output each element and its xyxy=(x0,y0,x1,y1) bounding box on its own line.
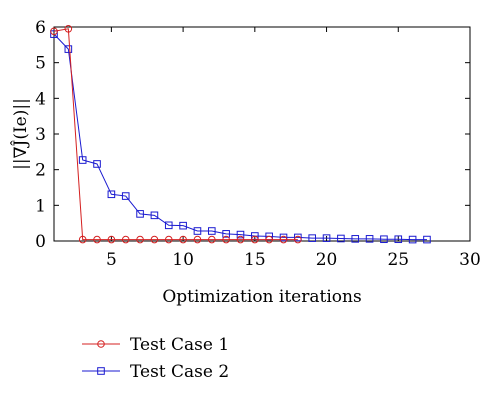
y-tick-label: 3 xyxy=(35,125,46,145)
y-axis-title: ||∇Ĵ(Ie)|| xyxy=(11,98,31,170)
series-2-point xyxy=(64,45,73,53)
series-2-point xyxy=(93,160,101,168)
series-layer xyxy=(50,24,431,244)
series-1-point xyxy=(251,235,259,244)
y-tick-label: 5 xyxy=(35,54,46,74)
series-1-point xyxy=(64,24,73,33)
series-2-point xyxy=(107,190,116,199)
legend-marker xyxy=(97,367,105,375)
x-tick-label: 30 xyxy=(459,250,481,270)
series-1-point xyxy=(279,235,288,244)
x-tick-label: 25 xyxy=(387,250,409,270)
x-tick-label: 15 xyxy=(244,250,266,270)
series-1-point xyxy=(107,235,116,244)
y-tick-label: 1 xyxy=(35,196,46,216)
series-2 xyxy=(50,30,431,244)
series-2-point xyxy=(365,235,374,243)
series-2-point xyxy=(164,221,173,230)
x-tick-label: 5 xyxy=(106,250,117,270)
series-2-point xyxy=(207,227,216,235)
legend-entry-1: Test Case 1 xyxy=(82,335,229,355)
series-2-point xyxy=(351,235,360,243)
series-2-point xyxy=(408,235,417,244)
series-1-point xyxy=(207,235,216,244)
y-tick-label: 2 xyxy=(35,161,46,181)
series-1-point xyxy=(294,235,302,244)
series-2-point xyxy=(279,233,288,242)
series-1-point xyxy=(179,235,187,244)
x-axis-title: Optimization iterations xyxy=(162,287,361,307)
series-1-point xyxy=(193,235,202,244)
series-2-point xyxy=(121,192,130,200)
series-1-point xyxy=(136,235,144,244)
series-2-point xyxy=(423,235,431,244)
series-2-point xyxy=(179,221,187,230)
series-2-point xyxy=(136,210,144,218)
x-tick-label: 20 xyxy=(316,250,338,270)
series-1-point xyxy=(164,235,173,244)
series-2-point xyxy=(193,227,202,235)
plot-frame xyxy=(53,26,471,242)
series-1-point xyxy=(78,235,87,244)
legend: Test Case 1 Test Case 2 xyxy=(82,335,229,382)
series-2-point xyxy=(78,156,87,164)
x-tick-label: 10 xyxy=(172,250,194,270)
series-2-point xyxy=(337,234,345,243)
series-2-point xyxy=(308,234,317,242)
series-2-point xyxy=(294,233,302,242)
series-1-point xyxy=(50,27,58,36)
axis-ticks: 0 1 2 3 4 5 6 5 10 15 20 25 30 xyxy=(35,18,481,270)
series-1-point xyxy=(236,235,245,244)
series-1-point xyxy=(222,235,230,244)
series-2-point xyxy=(380,235,388,244)
series-2-line xyxy=(53,33,427,241)
y-tick-label: 6 xyxy=(35,18,46,38)
series-1-point xyxy=(265,235,273,244)
y-tick-label: 4 xyxy=(35,89,46,109)
series-2-point xyxy=(222,230,230,238)
series-1-point xyxy=(93,235,101,244)
legend-label: Test Case 1 xyxy=(130,335,229,355)
legend-marker xyxy=(97,340,105,348)
series-1-point xyxy=(150,235,159,244)
legend-label: Test Case 2 xyxy=(130,362,229,382)
series-2-point xyxy=(394,235,403,244)
series-1-point xyxy=(121,235,130,244)
series-1-line xyxy=(53,28,298,241)
series-1 xyxy=(50,24,302,244)
legend-entry-2: Test Case 2 xyxy=(82,362,229,382)
series-2-point xyxy=(236,230,245,239)
series-2-point xyxy=(322,234,331,242)
y-tick-label: 0 xyxy=(35,232,46,252)
series-2-point xyxy=(150,211,159,220)
